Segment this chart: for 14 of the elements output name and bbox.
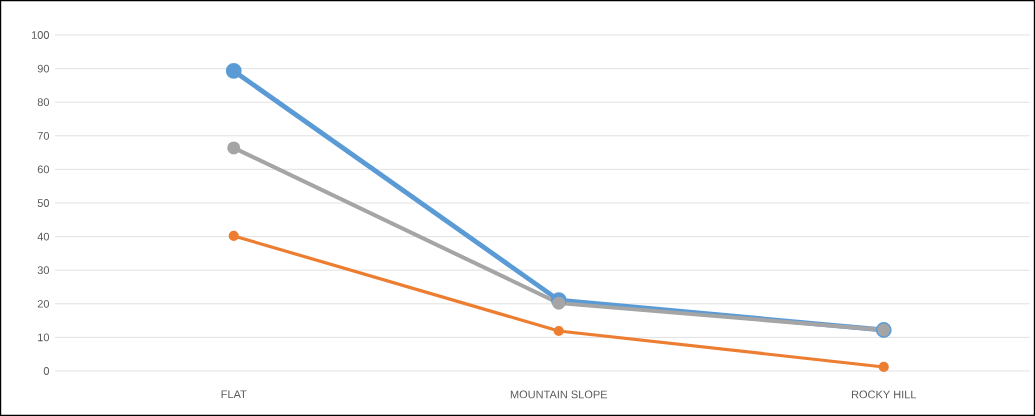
y-tick-label: 10: [38, 333, 50, 342]
y-tick-label: 30: [37, 266, 50, 275]
x-tick-label: MOUNTAIN SLOPE: [510, 390, 608, 399]
y-tick-label: 80: [37, 98, 50, 107]
x-tick-label: ROCKY HILL: [851, 390, 917, 399]
y-tick-label: 40: [37, 232, 50, 241]
y-tick-label: 0: [43, 367, 50, 375]
y-tick-label: 70: [37, 131, 50, 140]
y-tick-label: 50: [37, 199, 50, 207]
y-tick-label: 90: [37, 64, 50, 73]
y-tick-label: 60: [37, 165, 50, 174]
x-tick-label: FLAT: [221, 390, 247, 399]
y-tick-label: 20: [37, 299, 50, 308]
y-tick-label: 100: [31, 31, 50, 39]
